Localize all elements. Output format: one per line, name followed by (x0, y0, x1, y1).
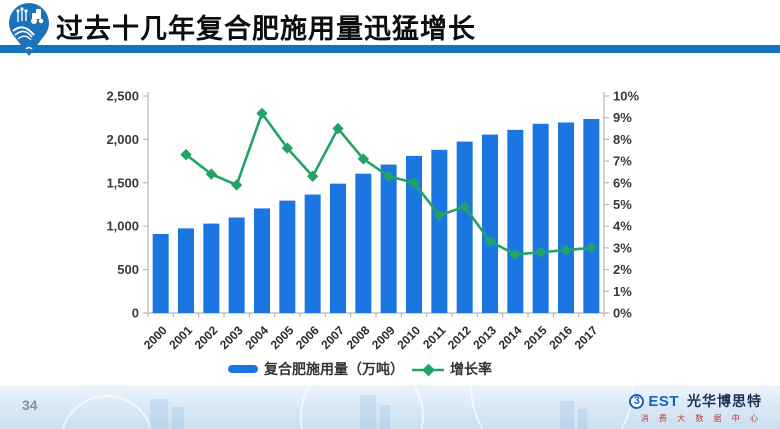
bar-2006 (304, 194, 321, 313)
bar-2011 (431, 149, 448, 313)
x-axis-label-2004: 2004 (242, 323, 271, 352)
x-axis-label-2002: 2002 (192, 323, 221, 352)
right-axis-label: 2% (613, 262, 632, 277)
x-axis-label-2014: 2014 (496, 323, 525, 352)
growth-point-2013 (484, 235, 496, 248)
growth-point-2003 (231, 179, 243, 191)
growth-point-2016 (560, 244, 572, 256)
right-axis-label: 10% (613, 89, 639, 104)
left-axis-label: 2,500 (106, 89, 139, 104)
x-axis-label-2010: 2010 (394, 323, 423, 352)
bar-2016 (558, 122, 574, 313)
growth-point-2006 (307, 170, 319, 182)
bar-2009 (380, 164, 397, 313)
bar-2005 (279, 200, 296, 313)
decor-building (150, 399, 168, 429)
decor-building (172, 407, 184, 429)
growth-point-2012 (459, 201, 471, 213)
right-axis-label: 3% (613, 240, 632, 255)
brand-subtitle: 消 费 大 数 据 中 心 (640, 414, 762, 423)
x-axis-label-2006: 2006 (293, 323, 322, 352)
slide-header: 过去十几年复合肥施用量迅猛增长 (0, 0, 780, 56)
x-axis-label-2015: 2015 (521, 323, 550, 352)
x-axis-label-2000: 2000 (141, 323, 170, 352)
growth-point-2002 (205, 168, 217, 180)
brand-logo: 3 EST 光华博思特 消 费 大 数 据 中 心 (629, 391, 762, 424)
bar-2014 (507, 129, 524, 313)
decor-building (578, 409, 587, 429)
growth-point-2009 (383, 170, 395, 182)
bar-2001 (178, 228, 194, 313)
right-axis-label: 4% (613, 219, 632, 234)
bar-2015 (532, 123, 549, 313)
x-axis-label-2005: 2005 (268, 323, 297, 352)
growth-point-2017 (585, 242, 597, 254)
decor-arc (60, 395, 154, 429)
left-axis-label: 500 (117, 262, 139, 277)
bar-2002 (203, 223, 220, 313)
x-axis-label-2007: 2007 (318, 323, 347, 352)
x-axis-label-2016: 2016 (546, 323, 575, 352)
legend-bar-swatch (228, 365, 258, 373)
growth-point-2011 (433, 209, 445, 222)
right-axis-label: 1% (613, 284, 632, 299)
x-axis-label-2012: 2012 (445, 323, 474, 352)
x-axis-label-2001: 2001 (166, 323, 195, 352)
bar-2010 (406, 155, 422, 313)
x-axis-label-2017: 2017 (572, 323, 601, 352)
x-axis-label-2008: 2008 (344, 323, 373, 352)
fertilizer-usage-chart: 0 500 1,000 1,500 2,000 2,500 0% 1% 2% 3% 4% 5% 6% 7%… (106, 89, 639, 378)
x-axis-label-2013: 2013 (470, 323, 499, 352)
bar-2008 (355, 173, 372, 313)
left-axis-label: 1,000 (106, 219, 139, 234)
legend-line-marker (422, 363, 435, 377)
right-axis-label: 5% (613, 197, 632, 212)
bar-2004 (254, 208, 270, 313)
brand-b-icon: 3 (629, 393, 645, 409)
slide-footer: 34 3 EST 光华博思特 消 费 大 数 据 中 心 (0, 385, 780, 429)
decor-arc (300, 385, 424, 429)
bar-2013 (482, 134, 498, 313)
legend-bar-label: 复合肥施用量（万吨） (263, 361, 404, 377)
bar-2000 (152, 234, 169, 313)
x-axis-label-2003: 2003 (217, 323, 246, 352)
page-title: 过去十几年复合肥施用量迅猛增长 (56, 14, 476, 44)
right-axis-label: 7% (613, 154, 632, 169)
farm-pin-icon (6, 2, 52, 58)
decor-arc (470, 385, 634, 429)
right-axis-label: 8% (613, 132, 632, 147)
bar-2003 (228, 217, 245, 313)
x-axis-label-2009: 2009 (369, 323, 398, 352)
decor-building (380, 405, 390, 429)
left-axis-label: 1,500 (106, 175, 139, 190)
legend-line-label: 增长率 (450, 361, 492, 377)
growth-point-2015 (535, 246, 547, 258)
right-axis-label: 9% (613, 110, 632, 125)
growth-point-2008 (357, 153, 369, 165)
decor-building (560, 401, 574, 429)
left-axis-label: 0 (132, 306, 139, 321)
brand-est-text: EST (648, 392, 679, 410)
bar-2012 (456, 141, 473, 313)
bar-2007 (330, 183, 346, 313)
page-number: 34 (22, 397, 38, 413)
left-axis-label: 2,000 (106, 132, 139, 147)
farm-pin-icon-svg (9, 3, 49, 56)
brand-name: 光华博思特 (687, 393, 762, 409)
decor-building (360, 395, 376, 429)
right-axis-label: 0% (613, 306, 632, 321)
header-accent-bar (0, 45, 780, 53)
bar-2017 (583, 119, 600, 313)
right-axis-label: 6% (613, 175, 632, 190)
x-axis-label-2011: 2011 (420, 323, 449, 352)
